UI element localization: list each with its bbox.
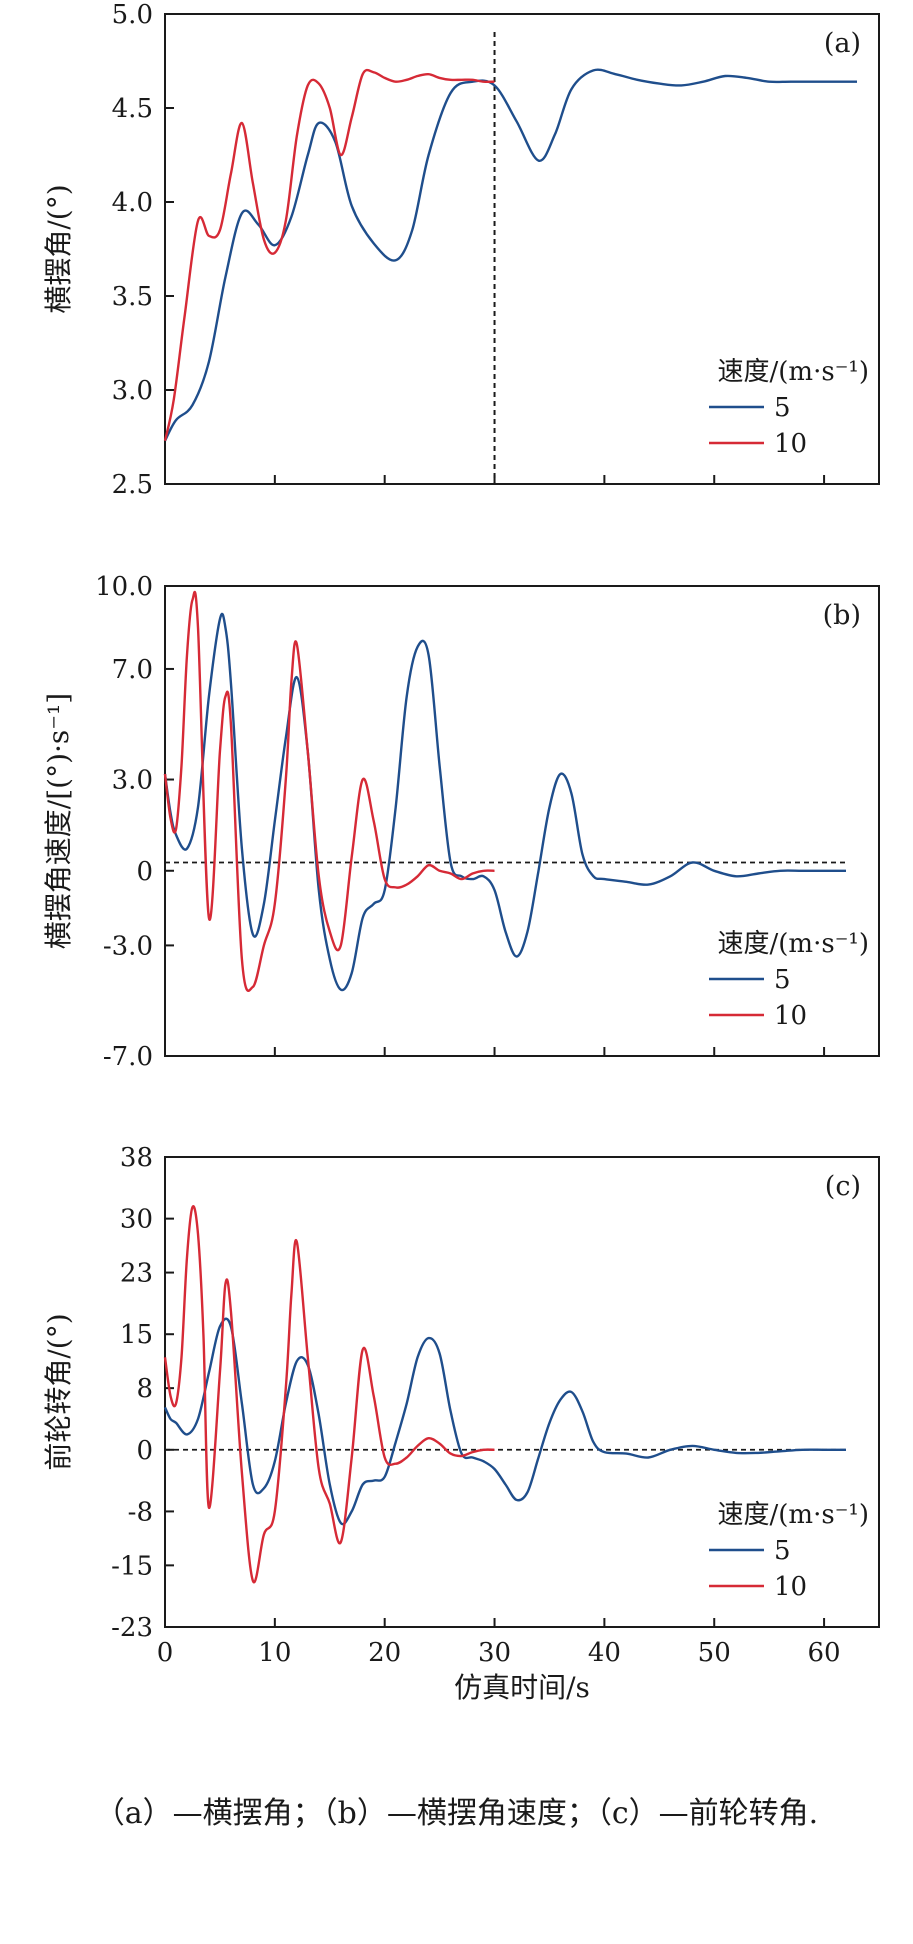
y-tick-label: 0 bbox=[136, 1436, 153, 1466]
x-tick-label: 30 bbox=[478, 1638, 511, 1668]
legend-entry-5: 5 bbox=[774, 393, 791, 423]
panel-label: (a) bbox=[824, 28, 861, 59]
chart-panel-3: -23 -15 -8 0 8 15 23 30 38 0 10 20 30 40 50 60 (c) 前轮转角/(… bbox=[42, 1143, 880, 1704]
figure-caption: （a）—横摆角；（b）—横摆角速度；（c）—前轮转角. bbox=[94, 1796, 819, 1831]
legend-entry-10: 10 bbox=[774, 429, 807, 459]
plot-frame bbox=[164, 585, 880, 1057]
y-tick-label: -15 bbox=[111, 1551, 153, 1581]
x-tick-label: 60 bbox=[808, 1638, 841, 1668]
x-tick-label: 20 bbox=[368, 1638, 401, 1668]
series-line-10 bbox=[163, 590, 495, 992]
legend-title: 速度/(m·s⁻¹) bbox=[718, 1500, 869, 1530]
series-line-10 bbox=[163, 68, 495, 442]
y-tick-label: -8 bbox=[128, 1497, 153, 1527]
series-line-5 bbox=[163, 1317, 846, 1526]
x-tick-label: 50 bbox=[698, 1638, 731, 1668]
y-tick-label: 4.0 bbox=[112, 188, 153, 218]
y-tick-label: 7.0 bbox=[112, 655, 153, 685]
y-tick-label: 15 bbox=[120, 1320, 153, 1350]
y-tick-label: 5.0 bbox=[112, 0, 153, 30]
plot-frame bbox=[164, 1156, 880, 1628]
y-tick-label: 3.5 bbox=[112, 282, 153, 312]
y-tick-label: -3.0 bbox=[103, 931, 153, 961]
legend-entry-5: 5 bbox=[774, 965, 791, 995]
y-tick-label: -23 bbox=[111, 1613, 153, 1643]
y-tick-label: 4.5 bbox=[112, 94, 153, 124]
chart-panel-2: -7.0 -3.0 0 3.0 7.0 10.0 (b) 横摆角速度/[(°)·s⁻¹] 速度/… bbox=[42, 572, 880, 1072]
legend-title: 速度/(m·s⁻¹) bbox=[718, 357, 869, 387]
legend-entry-5: 5 bbox=[774, 1536, 791, 1566]
legend-title: 速度/(m·s⁻¹) bbox=[718, 929, 869, 959]
y-tick-label: 0 bbox=[136, 857, 153, 887]
x-tick-label: 40 bbox=[588, 1638, 621, 1668]
y-tick-label: 38 bbox=[120, 1143, 153, 1173]
x-tick-label: 10 bbox=[258, 1638, 291, 1668]
legend-entry-10: 10 bbox=[774, 1572, 807, 1602]
x-axis-label: 仿真时间/s bbox=[454, 1671, 590, 1704]
y-axis-label: 横摆角/(°) bbox=[42, 184, 75, 313]
series-line-10 bbox=[163, 1205, 495, 1584]
y-tick-label: 3.0 bbox=[112, 376, 153, 406]
series-line-5 bbox=[163, 68, 857, 442]
y-tick-label: 3.0 bbox=[112, 766, 153, 796]
y-tick-label: 23 bbox=[120, 1259, 153, 1289]
chart-panel-1: 2.5 3.0 3.5 4.0 4.5 5.0 (a) 横摆角/(°) 速度/(m·s⁻¹) 5 1… bbox=[42, 0, 880, 500]
series-line-5 bbox=[163, 612, 846, 992]
x-tick-label: 0 bbox=[157, 1638, 174, 1668]
y-axis-label: 横摆角速度/[(°)·s⁻¹] bbox=[42, 693, 75, 949]
panel-label: (c) bbox=[825, 1171, 861, 1202]
y-axis-label: 前轮转角/(°) bbox=[42, 1313, 75, 1470]
plot-frame bbox=[164, 13, 880, 485]
y-tick-label: -7.0 bbox=[103, 1042, 153, 1072]
legend-entry-10: 10 bbox=[774, 1001, 807, 1031]
panel-label: (b) bbox=[823, 600, 861, 631]
y-tick-label: 30 bbox=[120, 1205, 153, 1235]
y-tick-label: 10.0 bbox=[95, 572, 153, 602]
y-tick-label: 2.5 bbox=[112, 470, 153, 500]
y-tick-label: 8 bbox=[136, 1374, 153, 1404]
